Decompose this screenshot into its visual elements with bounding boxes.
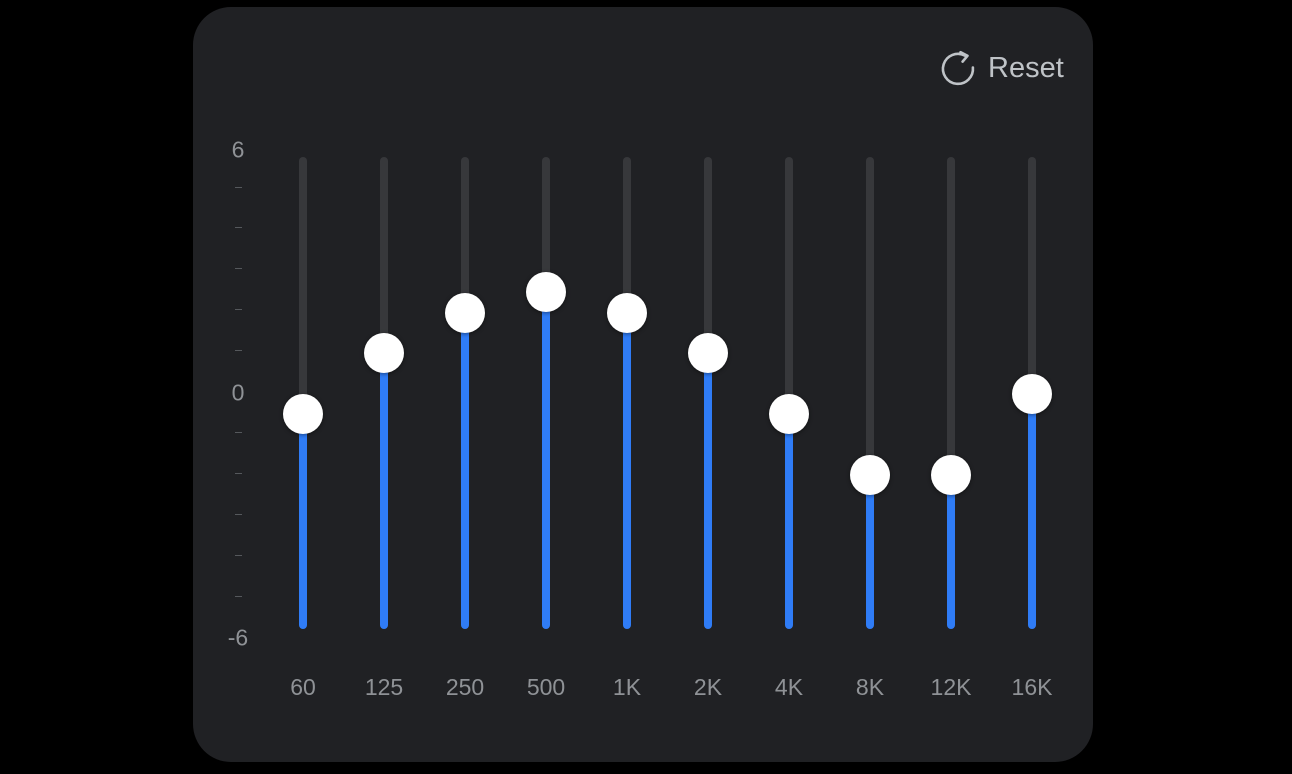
scale-tick [235,350,242,351]
scale-tick [235,227,242,228]
scale-tick [235,432,242,433]
band-knob-1k[interactable] [607,292,647,333]
scale-tick [235,268,242,269]
band-slider-125[interactable] [380,157,388,629]
band-knob-60[interactable] [283,394,323,435]
scale-tick [235,309,242,310]
band-fill [542,292,550,629]
band-slider-1k[interactable] [623,157,631,629]
band-slider-4k[interactable] [785,157,793,629]
scale-tick [235,187,242,188]
band-label: 500 [526,674,566,700]
band-knob-16k[interactable] [1012,374,1052,414]
band-fill [461,312,469,629]
reset-icon [938,48,978,88]
band-slider-500[interactable] [542,157,550,629]
band-label: 8K [855,674,885,700]
scale-tick [235,514,242,515]
scale-tick [235,555,242,556]
band-slider-60[interactable] [299,157,307,629]
band-knob-8k[interactable] [850,455,890,496]
band-knob-500[interactable] [526,272,566,313]
band-fill [1028,394,1036,629]
band-slider-2k[interactable] [704,157,712,629]
band-label: 2K [693,674,723,700]
band-label: 250 [445,674,485,700]
scale-tick [235,473,242,474]
band-label: 60 [290,674,316,700]
band-fill [380,353,388,629]
band-label: 125 [364,674,404,700]
scale-tick [235,596,242,597]
band-knob-125[interactable] [364,333,404,374]
band-label: 12K [930,674,972,700]
band-slider-8k[interactable] [866,157,874,629]
scale-zero-label: 0 [231,379,245,406]
reset-label: Reset [988,51,1064,84]
scale-min-label: -6 [227,624,249,651]
band-knob-4k[interactable] [769,394,809,435]
band-knob-12k[interactable] [931,455,971,496]
band-knob-250[interactable] [445,292,485,333]
band-fill [866,475,874,629]
band-fill [947,475,955,629]
band-label: 4K [774,674,804,700]
band-slider-250[interactable] [461,157,469,629]
band-fill [299,414,307,629]
band-knob-2k[interactable] [688,333,728,374]
band-fill [785,414,793,629]
equalizer-panel [193,7,1093,762]
band-fill [704,353,712,629]
scale-max-label: 6 [231,136,245,163]
reset-button[interactable]: Reset [938,45,1064,91]
band-slider-12k[interactable] [947,157,955,629]
band-fill [623,312,631,629]
band-label: 16K [1011,674,1053,700]
band-label: 1K [612,674,642,700]
